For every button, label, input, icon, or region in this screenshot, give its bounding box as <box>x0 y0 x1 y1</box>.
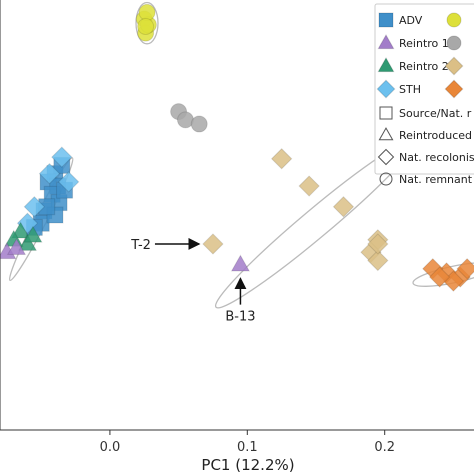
data-point <box>367 233 389 255</box>
legend-marker <box>377 56 395 73</box>
legend-label: STH <box>399 83 421 96</box>
legend-marker <box>444 56 464 76</box>
annotation-label: T-2 <box>130 238 151 253</box>
legend-label: Source/Nat. r <box>399 107 472 120</box>
data-point <box>332 196 355 218</box>
data-point <box>202 233 224 255</box>
x-ticks: 0.0 0.1 0.2 <box>100 430 395 455</box>
data-point <box>17 233 38 251</box>
legend-marker <box>378 127 394 141</box>
annotations: T-2 B-13 <box>130 237 256 325</box>
data-point <box>10 221 31 239</box>
legend-label: Reintroduced <box>399 129 472 142</box>
legend-marker <box>446 35 462 51</box>
legend-label: Nat. remnant <box>399 173 473 186</box>
legend-marker <box>377 148 395 166</box>
data-point <box>230 254 251 272</box>
legend-label: Reintro 1 <box>399 37 449 50</box>
group-ellipse <box>135 1 159 45</box>
legend-marker <box>446 12 462 28</box>
legend: ADV Reintro 1 Reintro 2 STH Source/Nat. r Rei… <box>374 3 474 186</box>
data-point <box>51 146 73 168</box>
data-point <box>190 115 208 133</box>
x-axis-title: PC1 (12.2%) <box>201 456 294 474</box>
data-point <box>137 17 155 35</box>
data-point <box>138 3 156 21</box>
data-point <box>38 162 61 185</box>
data-point <box>23 196 46 218</box>
legend-marker <box>379 106 393 120</box>
legend-label: ADV <box>399 14 423 27</box>
legend-label: Reintro 2 <box>399 60 449 73</box>
x-tick-label: 0.2 <box>374 440 395 455</box>
data-point <box>23 225 43 243</box>
data-point <box>270 148 293 170</box>
data-point <box>57 171 80 193</box>
annotation-label: B-13 <box>225 310 255 325</box>
legend-marker <box>379 172 393 186</box>
legend-marker <box>376 79 396 99</box>
data-points <box>0 3 474 292</box>
data-point <box>367 249 389 272</box>
legend-marker <box>378 12 394 28</box>
legend-marker <box>377 33 395 50</box>
legend-label: Nat. recolonis <box>399 151 474 164</box>
x-tick-label: 0.0 <box>100 440 121 455</box>
data-point <box>298 175 320 197</box>
data-point <box>6 237 27 255</box>
legend-marker <box>444 79 464 99</box>
x-tick-label: 0.1 <box>237 440 258 455</box>
data-point <box>428 266 451 288</box>
